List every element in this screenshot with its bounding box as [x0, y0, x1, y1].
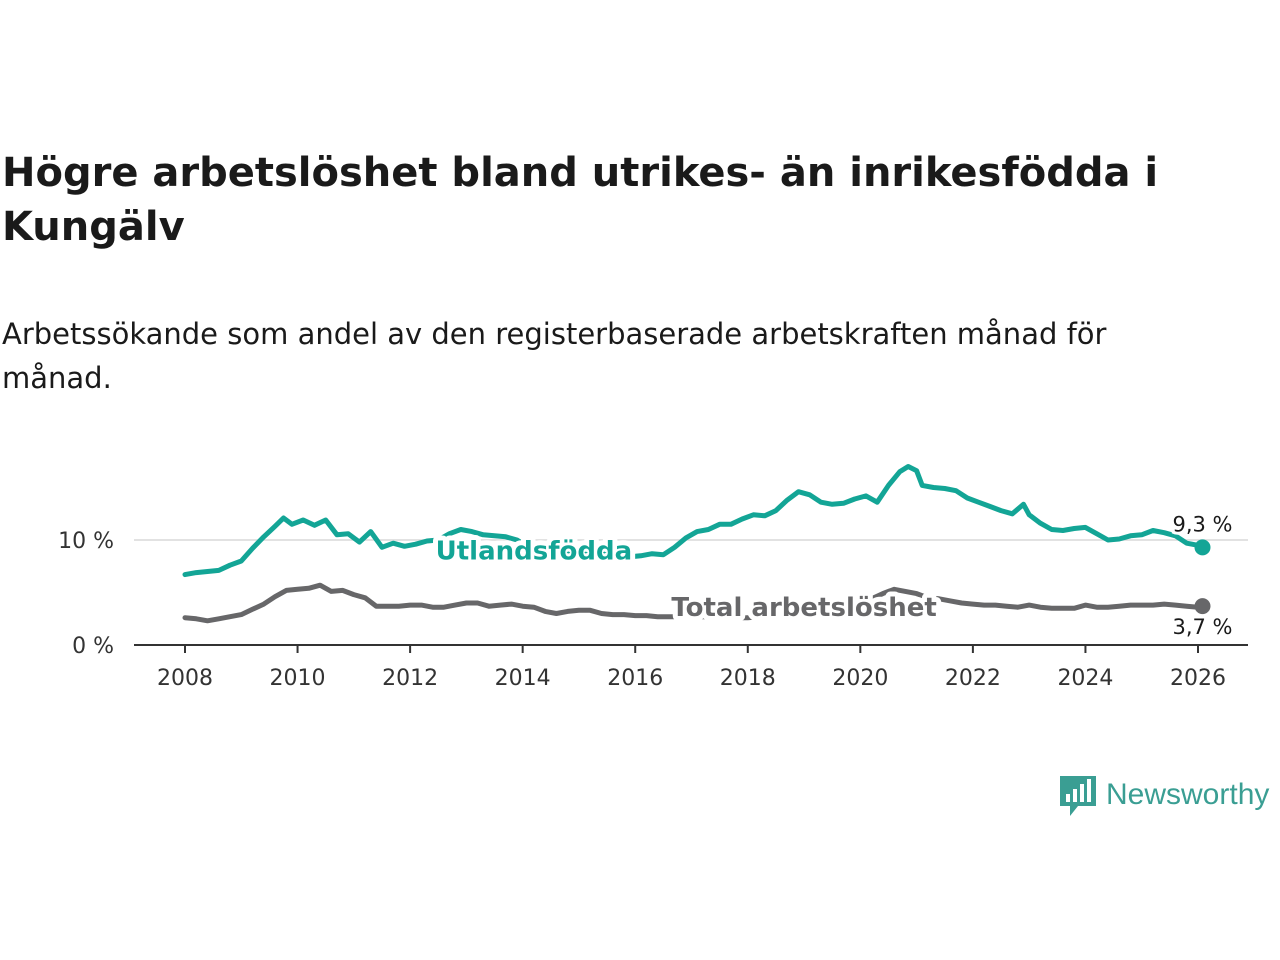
x-tick-label: 2014	[495, 666, 551, 691]
x-tick-label: 2010	[270, 666, 326, 691]
series-line-utlandsfodda	[182, 464, 1205, 578]
end-label-total: 3,7 %	[1172, 615, 1232, 639]
x-tick-label: 2012	[382, 666, 438, 691]
series-label-utlandsfodda: Utlandsfödda	[436, 537, 633, 567]
chart-subtitle: Arbetssökande som andel av den registerb…	[2, 317, 1107, 395]
x-tick-label: 2024	[1057, 666, 1113, 691]
x-tick-label: 2018	[720, 666, 776, 691]
series-line-total	[182, 582, 1205, 624]
newsworthy-logo-icon	[1060, 776, 1096, 816]
brand-name: Newsworthy	[1106, 778, 1270, 811]
line-chart: 0 % 10 % 2008 2010 2012 2014 2016 2018 2020 2022 2…	[58, 464, 1248, 691]
y-tick-label: 10 %	[58, 529, 114, 554]
end-point-utlandsfodda	[1194, 539, 1211, 556]
x-tick-label: 2020	[832, 666, 888, 691]
y-tick-label: 0 %	[72, 634, 114, 659]
chart-title: Högre arbetslöshet bland utrikes- än inr…	[2, 150, 1159, 250]
x-tick-label: 2008	[157, 666, 213, 691]
end-label-utlandsfodda: 9,3 %	[1172, 512, 1232, 536]
brand-logo: Newsworthy	[1058, 772, 1269, 818]
x-tick-label: 2026	[1170, 666, 1226, 691]
x-tick-label: 2022	[945, 666, 1001, 691]
end-point-total	[1194, 598, 1211, 615]
series-label-total: Total arbetslöshet	[671, 593, 936, 623]
x-tick-label: 2016	[607, 666, 663, 691]
